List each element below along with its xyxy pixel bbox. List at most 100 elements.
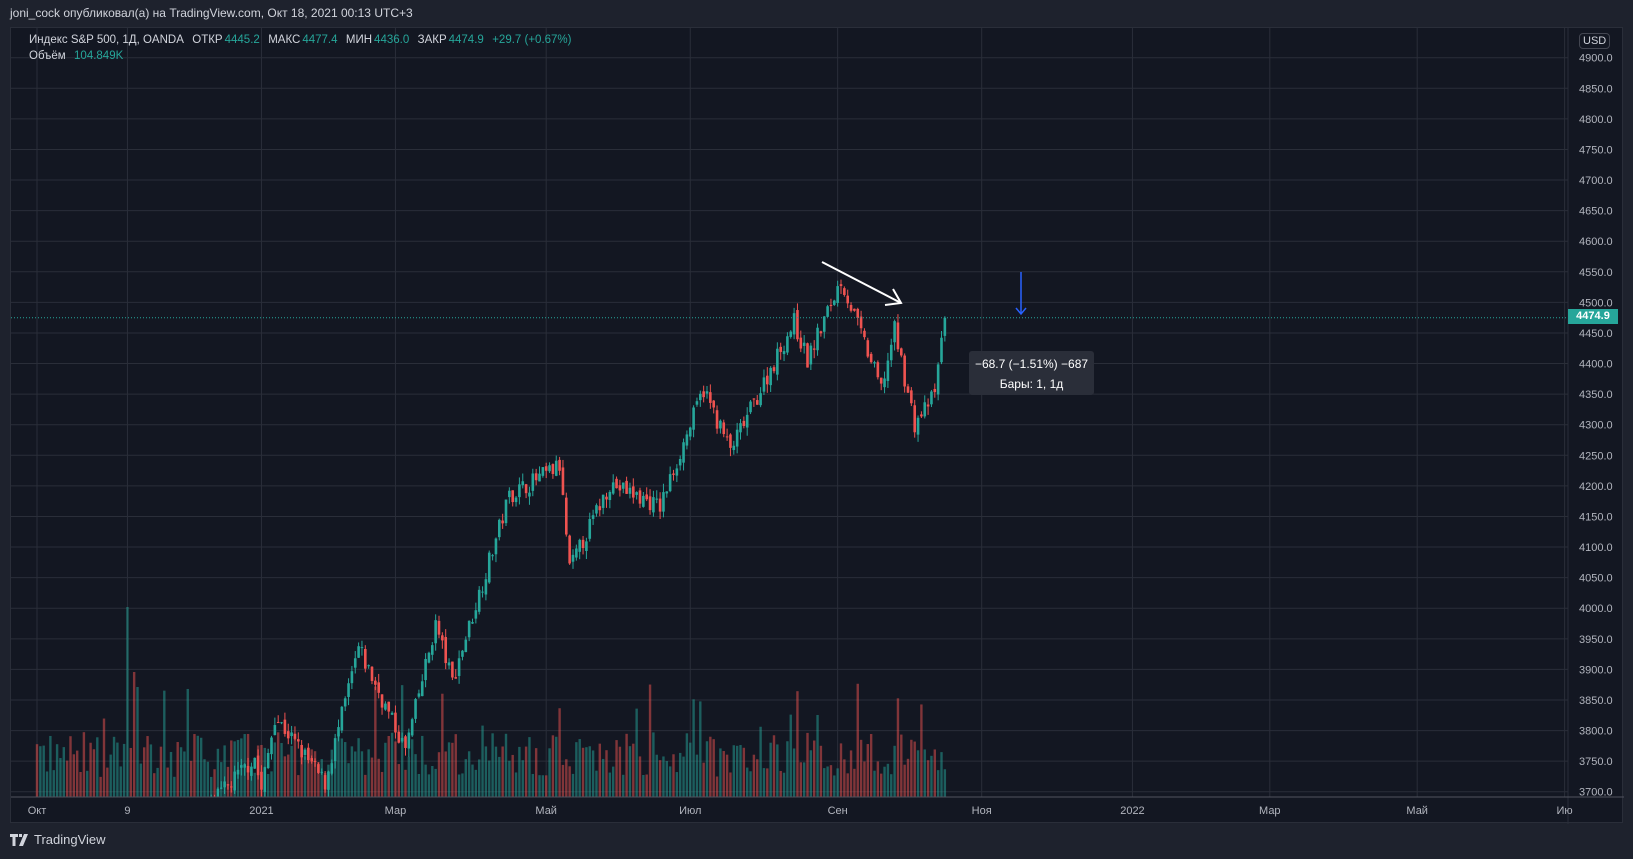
volume-bar <box>173 776 176 797</box>
candle-body <box>735 429 739 447</box>
volume-bar <box>488 760 491 797</box>
candle-body <box>665 491 669 494</box>
volume-bar <box>930 755 933 797</box>
volume-bar <box>595 770 598 797</box>
tradingview-logo[interactable]: TradingView <box>10 832 106 847</box>
volume-bar <box>484 746 488 797</box>
volume-bar <box>183 751 186 797</box>
volume-bar <box>143 747 146 797</box>
candle-body <box>873 362 876 364</box>
price-tick-label: 4650.0 <box>1579 206 1613 218</box>
candle-body <box>625 480 628 494</box>
candle-body <box>719 420 722 429</box>
candle-body <box>903 355 906 387</box>
volume-bar <box>903 764 906 797</box>
candle-body <box>866 340 870 357</box>
candle-body <box>283 719 287 734</box>
candle-body <box>822 316 826 332</box>
candle-body <box>317 764 320 773</box>
volume-bar <box>769 742 772 797</box>
candle-body <box>327 771 330 790</box>
candle-body <box>732 445 736 451</box>
candle-body <box>859 316 863 329</box>
volume-bar <box>49 735 52 797</box>
candle-body <box>427 652 431 663</box>
volume-bar <box>62 747 65 797</box>
candle-body <box>839 284 843 287</box>
volume-bar <box>504 733 508 797</box>
candle-body <box>538 473 541 482</box>
volume-bar <box>762 768 766 797</box>
volume-bar <box>538 775 541 797</box>
volume-bar <box>893 745 896 797</box>
close-value: 4474.9 <box>448 34 484 46</box>
time-axis[interactable]: Окт 9 2021 Мар Май Июл Сен Ноя 2022 Мар Май Ию <box>28 805 1573 817</box>
volume-bar <box>364 774 367 797</box>
volume-bar <box>129 747 132 797</box>
candle-body <box>286 731 290 739</box>
chart-canvas[interactable]: 4900.0 4850.0 4800.0 4750.0 4700.0 4650.0 4600… <box>11 28 1624 824</box>
trend-arrow-drawing[interactable] <box>821 261 903 306</box>
volume-bar <box>936 770 940 797</box>
price-tick-label: 4750.0 <box>1579 144 1613 156</box>
candle-body <box>424 658 427 681</box>
candle-body <box>464 639 468 653</box>
volume-bar <box>283 756 287 797</box>
volume-bar <box>179 747 183 797</box>
chart-pane[interactable]: 4900.0 4850.0 4800.0 4750.0 4700.0 4650.0 4600… <box>10 27 1624 824</box>
time-tick-label: 9 <box>124 805 130 817</box>
candle-body <box>360 647 364 649</box>
symbol-name[interactable]: Индекс S&P 500, 1Д, OANDA <box>29 34 184 46</box>
volume-bar <box>498 756 501 797</box>
volume-bar <box>836 768 839 797</box>
volume-bar <box>45 771 49 797</box>
price-tick-label: 4250.0 <box>1579 450 1613 462</box>
candle-body <box>387 701 391 712</box>
volume-label[interactable]: Объём <box>29 50 66 62</box>
candle-body <box>367 665 370 667</box>
volume-bar <box>79 772 82 797</box>
volume-bar <box>491 733 494 797</box>
volume-bar <box>119 766 122 797</box>
candle-body <box>437 620 441 635</box>
candle-body <box>595 505 598 514</box>
candle-body <box>940 337 943 363</box>
volume-bar <box>618 746 622 797</box>
volume-bar <box>196 735 199 797</box>
candle-body <box>498 519 501 538</box>
currency-button[interactable]: USD <box>1579 33 1611 49</box>
candle-body <box>337 727 340 737</box>
candle-body <box>752 398 756 400</box>
candle-body <box>243 764 246 768</box>
volume-bar <box>839 743 843 797</box>
volume-legend: Объём 104.849K <box>29 50 125 62</box>
volume-bar <box>116 742 119 797</box>
candle-body <box>240 765 243 768</box>
candle-body <box>688 427 692 437</box>
candle-body <box>916 417 920 435</box>
volume-bar <box>645 774 648 797</box>
price-tick-label: 3850.0 <box>1579 695 1613 707</box>
price-tick-label: 3900.0 <box>1579 664 1613 676</box>
volume-bar <box>601 758 605 797</box>
volume-bar <box>906 758 910 797</box>
volume-bar <box>735 745 739 797</box>
volume-bar <box>883 766 886 797</box>
volume-bar <box>374 686 377 797</box>
candle-body <box>702 391 705 398</box>
candle-body <box>551 464 555 474</box>
candle-body <box>487 552 491 583</box>
candle-body <box>588 519 592 539</box>
candle-body <box>618 485 622 491</box>
volume-bar <box>900 734 903 797</box>
volume-bar <box>203 759 206 797</box>
volume-bar <box>869 734 873 797</box>
price-axis[interactable]: 4900.0 4850.0 4800.0 4750.0 4700.0 4650.0 4600… <box>1579 53 1613 799</box>
arrow-down-icon[interactable] <box>1015 272 1027 316</box>
volume-bar <box>926 760 930 797</box>
candle-body <box>759 393 762 406</box>
volume-bar <box>766 768 769 797</box>
volume-bar <box>417 773 421 797</box>
volume-bar <box>833 775 836 797</box>
symbol-legend: Индекс S&P 500, 1Д, OANDA ОТКР 4445.2 МАК… <box>29 34 573 46</box>
